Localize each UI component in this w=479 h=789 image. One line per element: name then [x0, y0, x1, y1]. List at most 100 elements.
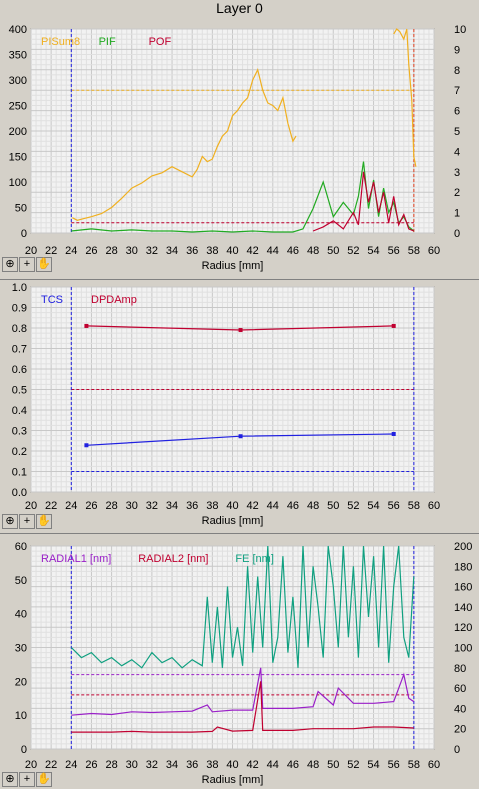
data-point — [84, 443, 89, 448]
y-tick-label: 0 — [21, 744, 27, 756]
series-line — [72, 68, 297, 221]
y2-tick-label: 9 — [454, 44, 460, 56]
x-tick-label: 60 — [428, 245, 440, 257]
y2-tick-label: 7 — [454, 85, 460, 97]
legend-item: FE [nm] — [235, 553, 274, 565]
y-tick-label: 0.7 — [12, 344, 27, 356]
y-tick-label: 100 — [9, 177, 27, 189]
y-tick-label: 0.4 — [12, 405, 27, 417]
x-tick-label: 36 — [186, 759, 198, 771]
x-tick-label: 30 — [126, 500, 138, 512]
x-tick-label: 24 — [65, 245, 77, 257]
x-tick-label: 46 — [287, 500, 299, 512]
legend-item: RADIAL2 [nm] — [138, 553, 208, 565]
y2-tick-label: 2 — [454, 187, 460, 199]
y-tick-label: 0.3 — [12, 426, 27, 438]
y-tick-label: 0.1 — [12, 467, 27, 479]
data-point — [391, 431, 396, 436]
y-tick-label: 150 — [9, 152, 27, 164]
x-tick-label: 48 — [307, 245, 319, 257]
y2-tick-label: 160 — [454, 582, 472, 594]
x-tick-label: 36 — [186, 500, 198, 512]
y2-tick-label: 6 — [454, 106, 460, 118]
y-tick-label: 0.9 — [12, 303, 27, 315]
radial-fe-chart[interactable]: 20 22 24 26 28 30 32 34 36 38 40 42 44 46 48 50 52 54 56 58… — [0, 536, 479, 789]
x-tick-label: 42 — [247, 500, 259, 512]
x-tick-label: 56 — [388, 500, 400, 512]
y-tick-label: 0.5 — [12, 385, 27, 397]
x-tick-label: 20 — [25, 500, 37, 512]
x-tick-label: 24 — [65, 759, 77, 771]
y-tick-label: 60 — [15, 541, 27, 553]
y2-tick-label: 140 — [454, 602, 472, 614]
series-line — [70, 545, 415, 669]
y-tick-label: 10 — [15, 710, 27, 722]
x-tick-label: 54 — [367, 500, 379, 512]
x-axis-label: Radius [mm] — [202, 774, 264, 786]
x-tick-label: 32 — [146, 245, 158, 257]
data-point — [238, 328, 243, 333]
x-tick-label: 42 — [247, 759, 259, 771]
crosshair-icon[interactable]: + — [19, 257, 35, 272]
zoom-icon[interactable]: ⊕ — [2, 514, 18, 529]
x-tick-label: 56 — [388, 759, 400, 771]
y-tick-label: 50 — [15, 575, 27, 587]
x-tick-label: 24 — [65, 500, 77, 512]
y-tick-label: 0 — [21, 228, 27, 240]
x-tick-label: 32 — [146, 500, 158, 512]
y-tick-label: 30 — [15, 643, 27, 655]
y2-tick-label: 3 — [454, 167, 460, 179]
tcs-dpd-chart[interactable]: 20 22 24 26 28 30 32 34 36 38 40 42 44 46 48 50 52 54 56 58… — [0, 281, 479, 531]
y-tick-label: 0.6 — [12, 364, 27, 376]
x-tick-label: 56 — [388, 245, 400, 257]
x-tick-label: 58 — [408, 500, 420, 512]
x-tick-label: 44 — [267, 500, 279, 512]
hand-pan-icon[interactable]: ✋ — [36, 257, 52, 272]
y-tick-label: 0.8 — [12, 323, 27, 335]
y2-tick-label: 80 — [454, 663, 466, 675]
crosshair-icon[interactable]: + — [19, 772, 35, 787]
x-tick-label: 44 — [267, 245, 279, 257]
y-tick-label: 40 — [15, 609, 27, 621]
hand-pan-icon[interactable]: ✋ — [36, 772, 52, 787]
y-tick-label: 350 — [9, 50, 27, 62]
chart-toolbar-3: ⊕ + ✋ — [2, 772, 52, 788]
x-tick-label: 30 — [126, 245, 138, 257]
y2-tick-label: 180 — [454, 561, 472, 573]
zoom-icon[interactable]: ⊕ — [2, 772, 18, 787]
x-tick-label: 54 — [367, 759, 379, 771]
legend-item: TCS — [41, 294, 63, 306]
x-tick-label: 60 — [428, 759, 440, 771]
y2-tick-label: 60 — [454, 683, 466, 695]
y2-tick-label: 5 — [454, 126, 460, 138]
x-tick-label: 26 — [85, 245, 97, 257]
x-tick-label: 34 — [166, 245, 178, 257]
pi-chart[interactable]: 20 22 24 26 28 30 32 34 36 38 40 42 44 46 48 50 52 54 56 58… — [0, 17, 479, 279]
zoom-icon[interactable]: ⊕ — [2, 257, 18, 272]
x-tick-label: 36 — [186, 245, 198, 257]
x-tick-label: 58 — [408, 759, 420, 771]
hand-pan-icon[interactable]: ✋ — [36, 514, 52, 529]
series-line — [71, 161, 415, 233]
x-axis-label: Radius [mm] — [202, 260, 264, 272]
crosshair-icon[interactable]: + — [19, 514, 35, 529]
chart-toolbar-1: ⊕ + ✋ — [2, 257, 52, 273]
y2-tick-label: 8 — [454, 65, 460, 77]
x-tick-label: 46 — [287, 759, 299, 771]
y-tick-label: 400 — [9, 24, 27, 36]
x-tick-label: 30 — [126, 759, 138, 771]
y-tick-label: 250 — [9, 101, 27, 113]
panel-divider — [0, 533, 479, 534]
x-tick-label: 46 — [287, 245, 299, 257]
y2-tick-label: 100 — [454, 643, 472, 655]
x-tick-label: 28 — [105, 759, 117, 771]
x-tick-label: 60 — [428, 500, 440, 512]
y-tick-label: 0.0 — [12, 487, 27, 499]
data-point — [391, 323, 396, 328]
y2-tick-label: 1 — [454, 208, 460, 220]
y-tick-label: 200 — [9, 126, 27, 138]
y2-tick-label: 0 — [454, 228, 460, 240]
x-tick-label: 50 — [327, 245, 339, 257]
x-tick-label: 20 — [25, 245, 37, 257]
x-tick-label: 22 — [45, 500, 57, 512]
